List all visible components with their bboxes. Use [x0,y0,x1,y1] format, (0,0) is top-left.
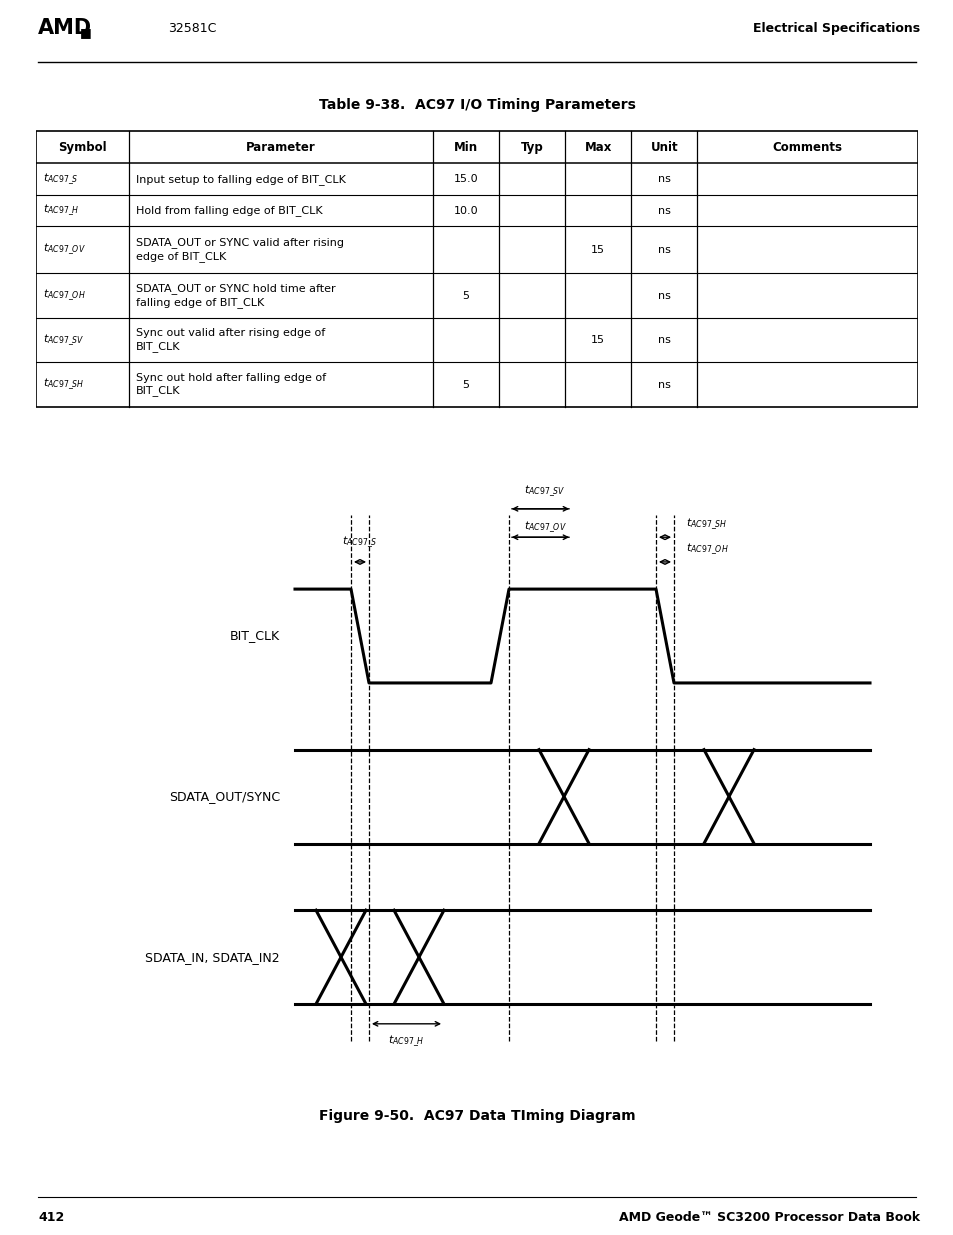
Text: ns: ns [658,245,670,254]
Text: Max: Max [584,141,611,153]
Text: AMD: AMD [38,19,92,38]
Text: AMD Geode™ SC3200 Processor Data Book: AMD Geode™ SC3200 Processor Data Book [618,1210,919,1224]
Text: ns: ns [658,205,670,216]
Text: $t_{AC97\_OV}$: $t_{AC97\_OV}$ [523,519,566,535]
Text: Unit: Unit [650,141,678,153]
Text: 5: 5 [462,379,469,390]
Text: ns: ns [658,290,670,300]
Text: 15.0: 15.0 [454,174,477,184]
Text: Parameter: Parameter [246,141,315,153]
Text: $t_{AC97\_H}$: $t_{AC97\_H}$ [388,1034,424,1050]
Text: $t_{AC97\_OH}$: $t_{AC97\_OH}$ [43,288,86,304]
Text: $t_{AC97\_SH}$: $t_{AC97\_SH}$ [43,377,85,393]
Text: ns: ns [658,335,670,345]
Text: Figure 9-50.  AC97 Data TIming Diagram: Figure 9-50. AC97 Data TIming Diagram [318,1109,635,1124]
Text: Min: Min [454,141,477,153]
Text: SDATA_OUT/SYNC: SDATA_OUT/SYNC [169,790,280,803]
Text: ns: ns [658,174,670,184]
Text: Typ: Typ [520,141,543,153]
Text: $t_{AC97\_S}$: $t_{AC97\_S}$ [342,534,377,550]
Text: 412: 412 [38,1210,64,1224]
Text: BIT_CLK: BIT_CLK [230,630,280,642]
Text: $t_{AC97\_SH}$: $t_{AC97\_SH}$ [685,516,727,532]
Text: ns: ns [658,379,670,390]
Text: SDATA_IN, SDATA_IN2: SDATA_IN, SDATA_IN2 [145,951,280,963]
Text: Sync out hold after falling edge of
BIT_CLK: Sync out hold after falling edge of BIT_… [135,373,326,396]
Text: 10.0: 10.0 [454,205,477,216]
Text: $t_{AC97\_S}$: $t_{AC97\_S}$ [43,172,79,186]
Text: Comments: Comments [772,141,841,153]
Text: Sync out valid after rising edge of
BIT_CLK: Sync out valid after rising edge of BIT_… [135,329,325,352]
Text: Symbol: Symbol [58,141,107,153]
Text: $t_{AC97\_SV}$: $t_{AC97\_SV}$ [43,332,85,348]
Text: SDATA_OUT or SYNC hold time after
falling edge of BIT_CLK: SDATA_OUT or SYNC hold time after fallin… [135,283,335,308]
Text: ■: ■ [80,26,91,38]
Text: 15: 15 [591,245,604,254]
Text: SDATA_OUT or SYNC valid after rising
edge of BIT_CLK: SDATA_OUT or SYNC valid after rising edg… [135,237,343,262]
Text: Table 9-38.  AC97 I/O Timing Parameters: Table 9-38. AC97 I/O Timing Parameters [318,99,635,112]
Text: 5: 5 [462,290,469,300]
Text: $t_{AC97\_OV}$: $t_{AC97\_OV}$ [43,242,86,257]
Text: 32581C: 32581C [168,21,216,35]
Text: 15: 15 [591,335,604,345]
Text: Electrical Specifications: Electrical Specifications [752,21,919,35]
Text: $t_{AC97\_H}$: $t_{AC97\_H}$ [43,203,80,219]
Text: $t_{AC97\_SV}$: $t_{AC97\_SV}$ [523,483,565,499]
Text: Input setup to falling edge of BIT_CLK: Input setup to falling edge of BIT_CLK [135,174,345,184]
Text: Hold from falling edge of BIT_CLK: Hold from falling edge of BIT_CLK [135,205,322,216]
Text: $t_{AC97\_OH}$: $t_{AC97\_OH}$ [685,541,728,557]
